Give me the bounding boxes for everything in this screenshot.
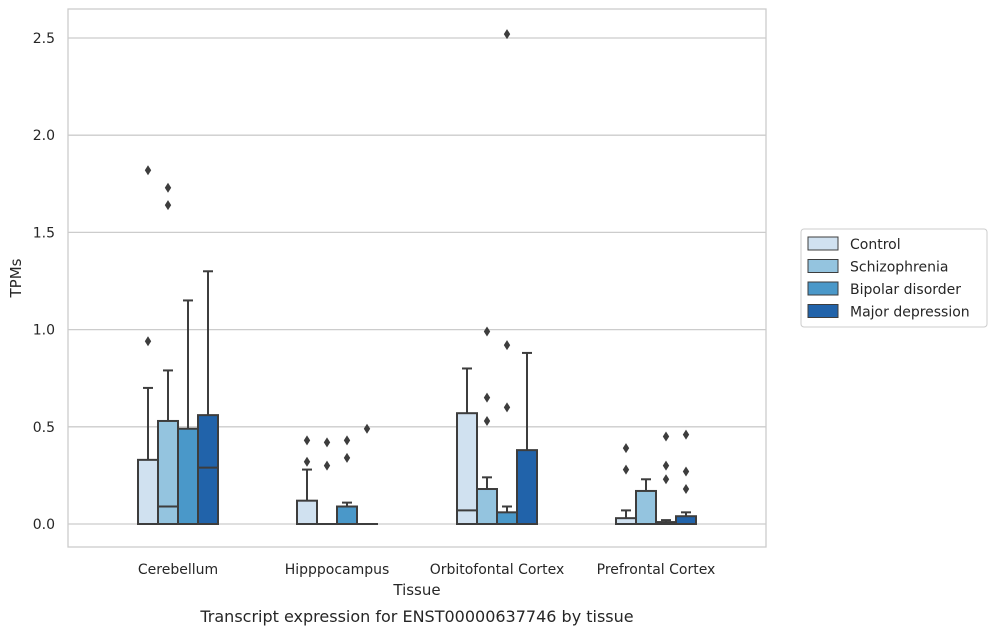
outlier-point xyxy=(682,484,690,495)
legend-swatch xyxy=(807,259,839,273)
box-schizophrenia xyxy=(476,326,498,525)
box-schizophrenia xyxy=(157,182,179,525)
legend-label: Major depression xyxy=(850,305,970,321)
legend-label: Schizophrenia xyxy=(850,260,948,276)
y-tick-label: 2.0 xyxy=(33,128,55,144)
outlier-point xyxy=(303,435,311,446)
legend-swatch xyxy=(807,281,839,296)
box-body xyxy=(137,458,159,525)
x-axis-label: Tissue xyxy=(392,581,440,599)
plot-frame xyxy=(67,8,767,548)
y-axis-label: TPMs xyxy=(7,258,25,298)
outlier-point xyxy=(682,429,690,440)
outlier-point xyxy=(622,443,630,454)
box-control xyxy=(137,165,159,525)
box-bipolar-disorder xyxy=(336,435,358,525)
outlier-point xyxy=(503,29,511,40)
legend: Control Schizophrenia Bipolar disorder Majo… xyxy=(800,228,988,328)
box-control xyxy=(615,443,637,526)
box-bipolar-disorder xyxy=(655,431,677,526)
outlier-point xyxy=(343,452,351,463)
legend-frame xyxy=(800,228,988,328)
outlier-point xyxy=(303,456,311,467)
boxes xyxy=(137,29,697,526)
box-major-depression xyxy=(197,270,219,525)
box-body xyxy=(197,414,219,525)
box-major-depression xyxy=(675,429,697,525)
x-tick-label: Hipppocampus xyxy=(285,562,390,578)
box-body xyxy=(296,499,318,525)
legend-swatch xyxy=(807,304,839,318)
x-axis-ticks: Cerebellum Hipppocampus Orbitofontal Corte… xyxy=(138,562,715,578)
box-schizophrenia xyxy=(635,478,657,525)
box-major-depression xyxy=(516,351,538,525)
box-body xyxy=(675,515,697,525)
outlier-point xyxy=(164,200,172,211)
box-body xyxy=(516,449,538,525)
outlier-point xyxy=(682,466,690,477)
outlier-point xyxy=(483,326,491,337)
box-body xyxy=(635,489,657,525)
outlier-point xyxy=(622,464,630,475)
outlier-point xyxy=(343,435,351,446)
x-tick-label: Orbitofontal Cortex xyxy=(430,562,565,578)
box-body xyxy=(157,419,179,525)
outlier-point xyxy=(483,392,491,403)
box-bipolar-disorder xyxy=(177,299,199,525)
box-body xyxy=(336,505,358,525)
outlier-point xyxy=(323,437,331,448)
legend-label: Bipolar disorder xyxy=(850,282,961,298)
box-control xyxy=(296,435,318,525)
box-body xyxy=(496,511,518,525)
y-tick-label: 1.5 xyxy=(33,225,55,241)
box-major-depression xyxy=(356,423,378,526)
outlier-point xyxy=(144,336,152,347)
outlier-point xyxy=(144,165,152,176)
outlier-point xyxy=(503,340,511,351)
x-tick-label: Cerebellum xyxy=(138,562,218,578)
box-body xyxy=(476,488,498,525)
x-tick-label: Prefrontal Cortex xyxy=(597,562,716,578)
chart-caption: Transcript expression for ENST0000063774… xyxy=(199,607,633,626)
legend-label: Control xyxy=(850,237,901,253)
box-body xyxy=(456,412,478,525)
outlier-point xyxy=(164,182,172,193)
y-tick-label: 0.0 xyxy=(33,517,55,533)
outlier-point xyxy=(483,415,491,426)
box-bipolar-disorder xyxy=(496,29,518,525)
outlier-point xyxy=(662,474,670,485)
y-tick-label: 1.0 xyxy=(33,323,55,339)
legend-swatch xyxy=(807,236,839,251)
y-tick-label: 2.5 xyxy=(33,31,55,47)
outlier-point xyxy=(662,431,670,442)
y-tick-label: 0.5 xyxy=(33,420,55,436)
outlier-point xyxy=(662,460,670,471)
outlier-point xyxy=(503,402,511,413)
box-body xyxy=(177,427,199,525)
outlier-point xyxy=(323,460,331,471)
y-axis-ticks: 0.0 0.5 1.0 1.5 2.0 2.5 xyxy=(33,31,55,533)
outlier-point xyxy=(363,423,371,434)
box-control xyxy=(456,367,478,525)
